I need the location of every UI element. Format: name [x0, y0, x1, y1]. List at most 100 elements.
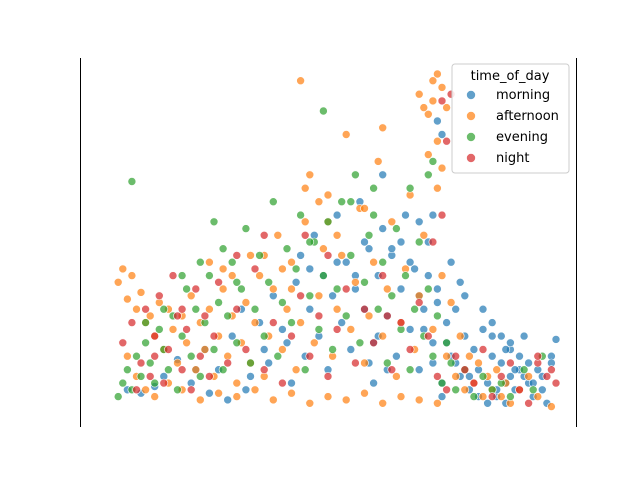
point-morning-88	[205, 388, 214, 398]
point-afternoon-34	[268, 284, 278, 294]
point-morning-80	[360, 237, 369, 247]
point-evening-64	[405, 365, 415, 375]
point-morning-78	[414, 217, 424, 227]
point-afternoon-7	[145, 311, 155, 321]
point-morning-15	[287, 378, 296, 388]
point-morning-19	[305, 304, 315, 314]
point-afternoon-110	[141, 385, 150, 395]
point-evening-63	[401, 271, 410, 280]
point-evening-88	[423, 170, 433, 180]
point-evening-42	[305, 291, 315, 301]
legend-marker-afternoon	[466, 111, 476, 121]
point-night-7	[159, 378, 169, 388]
point-afternoon-128	[205, 257, 214, 267]
point-morning-57	[469, 345, 479, 354]
point-morning-84	[282, 338, 292, 348]
point-afternoon-67	[419, 231, 429, 240]
point-afternoon-41	[300, 217, 310, 227]
point-evening-32	[259, 331, 269, 341]
point-morning-37	[378, 170, 388, 180]
point-afternoon-102	[300, 183, 310, 193]
point-afternoon-133	[278, 264, 287, 274]
point-morning-14	[278, 325, 287, 334]
point-afternoon-108	[123, 351, 132, 361]
point-afternoon-118	[268, 395, 278, 405]
point-evening-25	[227, 257, 237, 267]
point-evening-49	[337, 197, 347, 206]
point-evening-7	[145, 358, 155, 368]
point-evening-98	[218, 244, 228, 253]
point-night-12	[182, 325, 191, 334]
point-night-13	[186, 385, 196, 395]
point-afternoon-12	[168, 325, 178, 334]
point-night-51	[506, 358, 515, 368]
point-afternoon-0	[113, 277, 123, 287]
point-afternoon-46	[323, 190, 333, 200]
point-night-11	[177, 365, 187, 375]
point-afternoon-127	[433, 398, 442, 408]
point-night-68	[150, 351, 159, 361]
point-morning-72	[537, 385, 547, 395]
point-night-44	[442, 385, 451, 395]
point-afternoon-117	[250, 385, 260, 395]
point-night-5	[150, 331, 159, 341]
point-morning-61	[487, 351, 497, 361]
point-morning-43	[405, 325, 415, 334]
point-afternoon-90	[474, 358, 483, 368]
point-morning-98	[524, 358, 533, 368]
point-morning-79	[387, 244, 397, 253]
legend-marker-evening	[466, 132, 476, 142]
point-morning-99	[487, 331, 497, 341]
point-morning-82	[332, 257, 342, 267]
point-night-33	[341, 284, 351, 294]
point-evening-16	[186, 351, 196, 361]
point-afternoon-57	[373, 157, 383, 166]
point-evening-22	[214, 298, 223, 307]
point-night-37	[378, 271, 388, 280]
point-morning-27	[341, 257, 351, 267]
point-night-8	[164, 345, 173, 354]
point-morning-63	[496, 358, 506, 368]
point-evening-45	[319, 271, 328, 280]
point-evening-20	[205, 271, 214, 280]
point-night-34	[351, 358, 360, 368]
point-afternoon-43	[309, 338, 319, 348]
point-night-62	[382, 311, 392, 321]
point-afternoon-99	[524, 372, 533, 381]
point-evening-5	[136, 372, 146, 381]
point-evening-85	[209, 217, 219, 227]
point-afternoon-111	[150, 392, 159, 401]
legend-label-afternoon: afternoon	[496, 109, 559, 124]
point-afternoon-124	[378, 398, 388, 408]
point-night-36	[369, 338, 378, 348]
point-afternoon-122	[341, 395, 351, 405]
point-evening-11	[164, 365, 173, 375]
point-morning-68	[519, 331, 529, 341]
point-evening-80	[506, 392, 515, 401]
point-afternoon-39	[291, 365, 301, 375]
point-afternoon-54	[360, 358, 369, 368]
point-afternoon-49	[337, 251, 347, 260]
point-afternoon-84	[446, 298, 456, 307]
point-afternoon-82	[437, 271, 447, 280]
point-evening-76	[469, 392, 479, 401]
point-evening-51	[346, 251, 356, 260]
point-afternoon-87	[460, 385, 470, 395]
point-morning-113	[483, 398, 492, 408]
point-evening-71	[437, 378, 447, 388]
point-night-17	[205, 372, 214, 381]
point-afternoon-79	[419, 103, 429, 112]
point-morning-94	[487, 318, 497, 327]
point-morning-75	[433, 116, 442, 126]
point-night-18	[209, 331, 219, 341]
point-night-43	[433, 372, 442, 381]
point-evening-13	[173, 385, 182, 395]
point-morning-95	[496, 331, 506, 341]
point-evening-56	[369, 183, 378, 193]
point-afternoon-71	[433, 136, 442, 146]
point-morning-40	[392, 351, 401, 361]
point-morning-122	[437, 392, 447, 401]
point-evening-97	[196, 257, 205, 267]
point-morning-34	[369, 378, 378, 388]
point-evening-95	[159, 304, 169, 314]
